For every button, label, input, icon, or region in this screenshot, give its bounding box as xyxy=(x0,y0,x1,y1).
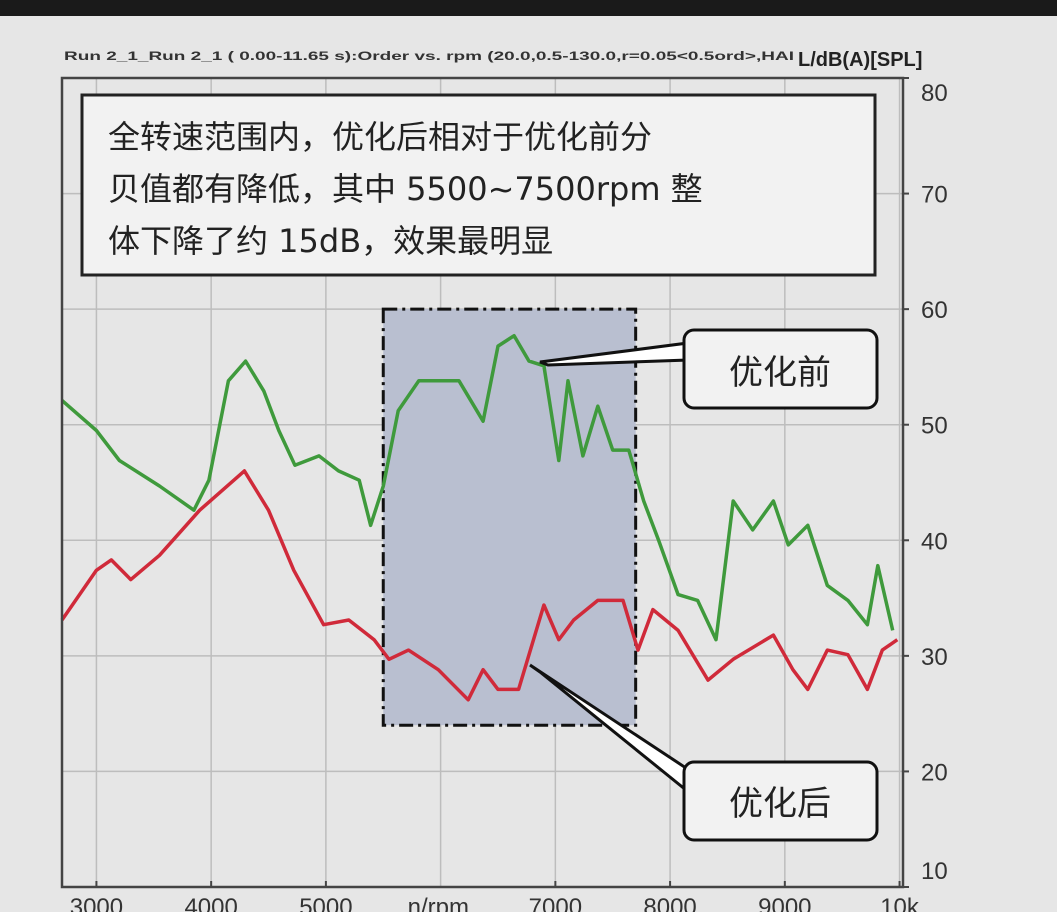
after-callout: 优化后 xyxy=(529,663,879,842)
x-tick-label: 7000 xyxy=(529,894,582,912)
x-tick-label: 4000 xyxy=(184,894,237,912)
y-tick-label: 40 xyxy=(921,528,948,555)
x-axis-label: n/rpm xyxy=(408,894,469,912)
after-label: 优化后 xyxy=(729,784,831,824)
plot-frame xyxy=(60,76,905,889)
y-axis-label: L/dB(A)[SPL] xyxy=(798,49,922,71)
y-tick-label: 10 xyxy=(921,858,948,885)
chart-title: Run 2_1_Run 2_1 ( 0.00-11.65 s):Order vs… xyxy=(64,51,794,63)
y-tick-label: 50 xyxy=(921,413,948,440)
x-tick-label: 5000 xyxy=(299,894,352,912)
before-callout: 优化前 xyxy=(539,328,879,410)
y-tick-label: 30 xyxy=(921,644,948,671)
series-line-before xyxy=(60,333,895,642)
y-tick-label: 20 xyxy=(921,759,948,786)
x-tick-label: 9000 xyxy=(758,894,811,912)
before-label: 优化前 xyxy=(729,353,831,393)
y-tick-label: 60 xyxy=(921,297,948,324)
summary-line-3: 体下降了约 15dB，效果最明显 xyxy=(108,222,553,260)
summary-line-1: 全转速范围内，优化后相对于优化前分 xyxy=(108,118,652,156)
series-line-after xyxy=(60,469,899,702)
y-tick-label: 70 xyxy=(921,182,948,209)
x-tick-label: 3000 xyxy=(70,894,123,912)
top-bar xyxy=(0,0,1057,16)
x-tick-label: 10k xyxy=(880,894,920,912)
x-tick-label: 8000 xyxy=(643,894,696,912)
summary-annotation: 全转速范围内，优化后相对于优化前分 贝值都有降低，其中 5500~7500rpm… xyxy=(80,93,877,277)
summary-line-2: 贝值都有降低，其中 5500~7500rpm 整 xyxy=(108,170,703,208)
highlight-region xyxy=(381,307,638,727)
y-tick-label: 80 xyxy=(921,80,948,107)
